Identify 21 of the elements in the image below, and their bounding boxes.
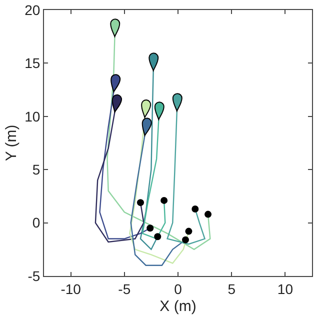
point xyxy=(204,210,212,218)
y-tick-label: 0 xyxy=(32,214,40,231)
y-tick-label: 10 xyxy=(24,108,40,124)
y-tick-label: 5 xyxy=(32,162,40,178)
x-tick-label: 5 xyxy=(228,280,236,297)
y-tick-label: -5 xyxy=(28,268,40,284)
point xyxy=(160,196,168,204)
y-tick-label: 15 xyxy=(24,55,40,72)
x-tick-label: 10 xyxy=(277,280,294,297)
point xyxy=(192,205,199,212)
point xyxy=(146,224,154,232)
x-axis-title: X (m) xyxy=(160,298,196,315)
point xyxy=(185,228,192,235)
point xyxy=(182,236,189,244)
x-tick-label: 0 xyxy=(174,280,182,297)
point xyxy=(136,199,144,206)
x-tick-label: -10 xyxy=(60,280,82,297)
y-tick-label: 20 xyxy=(24,2,40,18)
x-tick-label: -5 xyxy=(118,280,131,297)
point xyxy=(154,233,162,240)
y-axis-title: Y (m) xyxy=(2,124,20,162)
